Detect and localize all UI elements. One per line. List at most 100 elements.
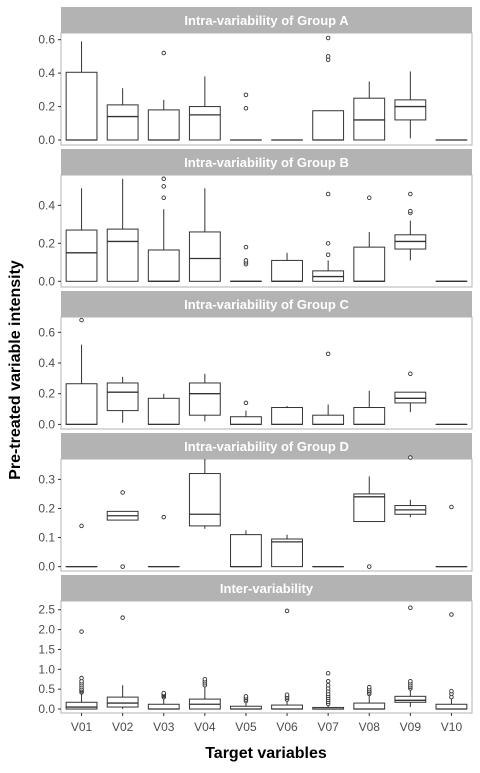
- y-axis-label: Pre-treated variable intensity: [7, 260, 24, 480]
- y-tick-label: 0.2: [38, 100, 55, 114]
- x-tick-label: V08: [359, 720, 381, 734]
- outlier-point: [121, 491, 125, 495]
- outlier-point: [121, 565, 125, 569]
- box: [395, 696, 426, 702]
- outlier-point: [326, 55, 330, 59]
- box: [354, 408, 385, 425]
- box: [272, 408, 303, 425]
- y-tick-label: 0.4: [38, 198, 55, 212]
- outlier-point: [409, 606, 413, 610]
- outlier-point: [367, 685, 371, 689]
- outlier-point: [409, 192, 413, 196]
- outlier-point: [367, 565, 371, 569]
- y-tick-label: 0.0: [38, 417, 55, 431]
- outlier-point: [244, 259, 248, 263]
- box: [189, 474, 220, 526]
- outlier-point: [244, 93, 248, 97]
- outlier-point: [409, 456, 413, 460]
- x-tick-label: V05: [235, 720, 257, 734]
- box: [272, 539, 303, 567]
- outlier-point: [285, 609, 289, 613]
- panel-title: Intra-variability of Group C: [184, 297, 349, 312]
- panel-title: Intra-variability of Group D: [184, 439, 349, 454]
- outlier-point: [326, 36, 330, 40]
- x-tick-label: V03: [153, 720, 175, 734]
- y-tick-label: 0.1: [38, 531, 55, 545]
- outlier-point: [244, 106, 248, 110]
- outlier-point: [409, 372, 413, 376]
- outlier-point: [162, 177, 166, 181]
- y-tick-label: 0.0: [38, 560, 55, 574]
- outlier-point: [244, 245, 248, 249]
- outlier-point: [450, 689, 454, 693]
- box: [66, 230, 97, 281]
- x-axis-label: Target variables: [205, 745, 327, 762]
- y-tick-label: 0.3: [38, 472, 55, 486]
- panel-title: Intra-variability of Group B: [184, 155, 349, 170]
- outlier-point: [162, 691, 166, 695]
- x-tick-label: V07: [317, 720, 339, 734]
- y-tick-label: 0.2: [38, 387, 55, 401]
- box: [313, 111, 344, 140]
- y-tick-label: 0.6: [38, 33, 55, 47]
- outlier-point: [80, 630, 84, 634]
- box: [436, 704, 467, 709]
- outlier-point: [326, 352, 330, 356]
- outlier-point: [80, 318, 84, 322]
- box: [66, 702, 97, 709]
- y-tick-label: 0.2: [38, 501, 55, 515]
- outlier-point: [326, 192, 330, 196]
- y-tick-label: 0.4: [38, 356, 55, 370]
- y-tick-label: 0.0: [38, 274, 55, 288]
- outlier-point: [121, 616, 125, 620]
- outlier-point: [80, 524, 84, 528]
- outlier-point: [450, 613, 454, 617]
- box: [107, 229, 138, 281]
- outlier-point: [80, 676, 84, 680]
- y-tick-label: 1.5: [38, 642, 55, 656]
- box: [354, 247, 385, 281]
- box: [395, 392, 426, 403]
- panel-title: Inter-variability: [220, 581, 314, 596]
- outlier-point: [409, 209, 413, 213]
- y-tick-label: 0.0: [38, 702, 55, 716]
- x-tick-label: V10: [441, 720, 463, 734]
- box: [107, 105, 138, 140]
- box: [148, 110, 179, 140]
- box: [148, 704, 179, 709]
- box: [272, 260, 303, 281]
- x-tick-label: V09: [400, 720, 422, 734]
- y-tick-label: 2.0: [38, 623, 55, 637]
- x-tick-label: V04: [194, 720, 216, 734]
- outlier-point: [285, 693, 289, 697]
- box: [148, 398, 179, 424]
- outlier-point: [162, 196, 166, 200]
- y-tick-label: 0.0: [38, 133, 55, 147]
- outlier-point: [326, 683, 330, 687]
- outlier-point: [162, 515, 166, 519]
- x-tick-label: V01: [71, 720, 93, 734]
- box: [148, 250, 179, 281]
- box: [107, 383, 138, 411]
- box: [189, 232, 220, 281]
- box: [66, 72, 97, 140]
- outlier-point: [326, 253, 330, 257]
- y-tick-label: 1.0: [38, 662, 55, 676]
- box: [189, 383, 220, 415]
- outlier-point: [450, 505, 454, 509]
- outlier-point: [409, 679, 413, 683]
- box: [354, 98, 385, 140]
- outlier-point: [162, 185, 166, 189]
- outlier-point: [326, 242, 330, 246]
- panel-title: Intra-variability of Group A: [184, 13, 349, 28]
- outlier-point: [326, 671, 330, 675]
- y-tick-label: 0.2: [38, 236, 55, 250]
- x-tick-label: V02: [112, 720, 134, 734]
- outlier-point: [203, 677, 207, 681]
- y-tick-label: 0.5: [38, 682, 55, 696]
- outlier-point: [244, 401, 248, 405]
- outlier-point: [326, 679, 330, 683]
- box: [354, 494, 385, 522]
- y-tick-label: 0.4: [38, 66, 55, 80]
